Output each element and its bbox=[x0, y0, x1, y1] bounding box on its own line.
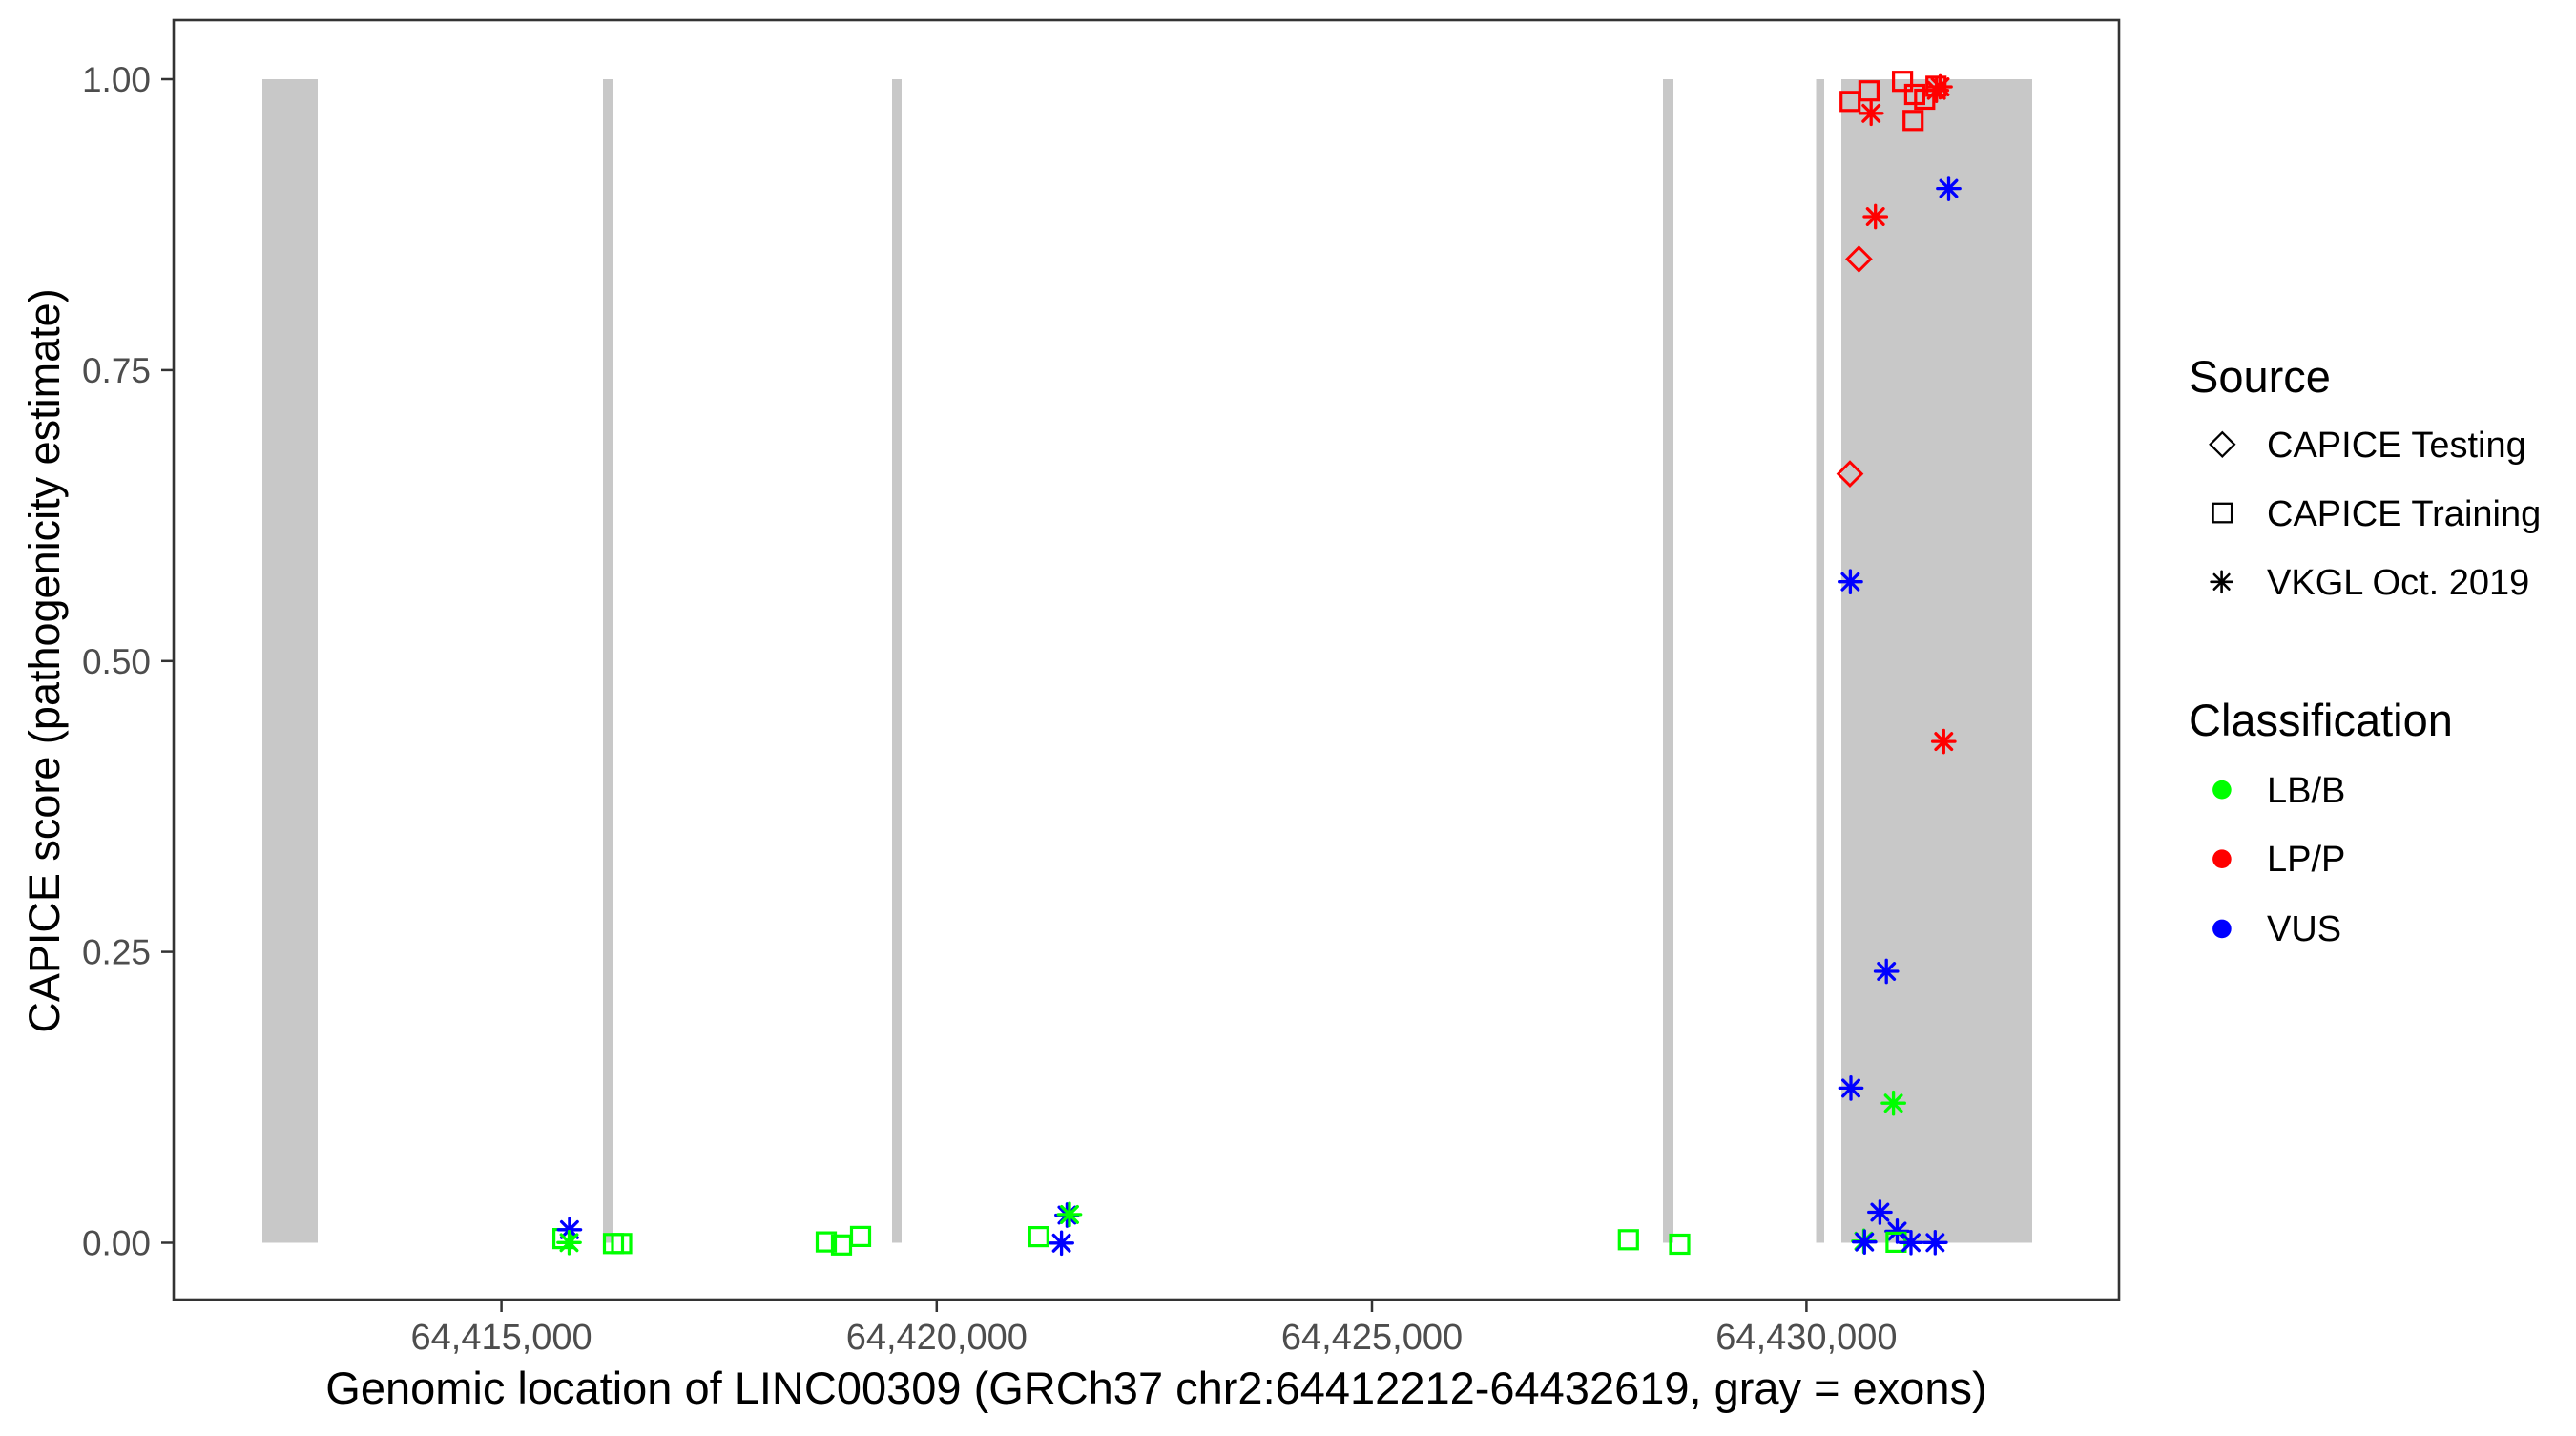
svg-text:LB/B: LB/B bbox=[2267, 771, 2345, 811]
svg-text:VUS: VUS bbox=[2267, 909, 2341, 949]
svg-text:Classification: Classification bbox=[2189, 695, 2453, 745]
svg-text:Source: Source bbox=[2189, 351, 2331, 402]
svg-text:64,425,000: 64,425,000 bbox=[1281, 1318, 1463, 1358]
svg-text:CAPICE Testing: CAPICE Testing bbox=[2267, 426, 2526, 466]
svg-text:0.75: 0.75 bbox=[82, 351, 151, 390]
svg-text:64,430,000: 64,430,000 bbox=[1715, 1318, 1897, 1358]
svg-text:Genomic location of LINC00309: Genomic location of LINC00309 (GRCh37 ch… bbox=[325, 1363, 1986, 1413]
svg-text:VKGL Oct. 2019: VKGL Oct. 2019 bbox=[2267, 563, 2529, 603]
svg-text:64,415,000: 64,415,000 bbox=[411, 1318, 592, 1358]
svg-text:1.00: 1.00 bbox=[82, 60, 151, 99]
svg-text:CAPICE Training: CAPICE Training bbox=[2267, 494, 2541, 534]
svg-text:0.50: 0.50 bbox=[82, 642, 151, 681]
svg-text:0.00: 0.00 bbox=[82, 1224, 151, 1263]
svg-text:0.25: 0.25 bbox=[82, 933, 151, 972]
svg-text:LP/P: LP/P bbox=[2267, 840, 2345, 880]
svg-text:CAPICE score (pathogenicity es: CAPICE score (pathogenicity estimate) bbox=[20, 288, 69, 1032]
svg-text:64,420,000: 64,420,000 bbox=[846, 1318, 1028, 1358]
